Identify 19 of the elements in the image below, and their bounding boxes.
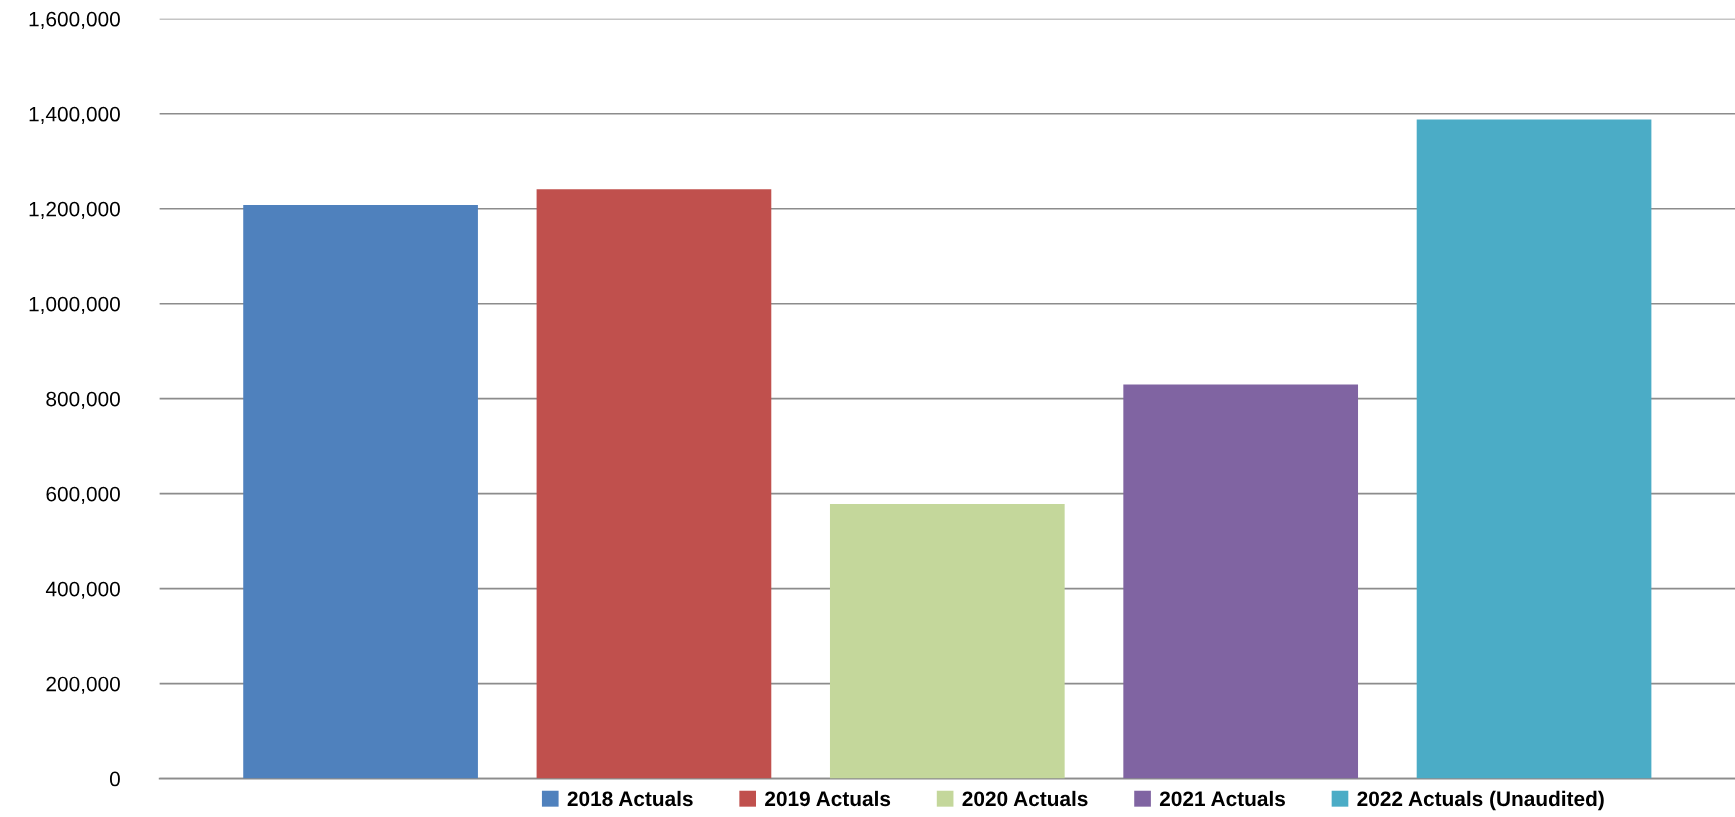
y-tick-label: 1,600,000	[29, 11, 120, 30]
legend-label: 2022 Actuals (Unaudited)	[1357, 790, 1604, 811]
y-tick-label: 600,000	[46, 486, 120, 504]
legend-label: 2018 Actuals	[567, 790, 693, 807]
legend-label: 2021 Actuals	[1159, 790, 1285, 807]
y-tick-label: 1,400,000	[29, 106, 120, 124]
y-tick-label: 800,000	[46, 391, 120, 409]
legend-label: 2020 Actuals	[962, 790, 1088, 807]
legend-label: 2019 Actuals	[765, 790, 891, 807]
y-tick-label: 1,000,000	[29, 296, 120, 314]
bar	[829, 504, 1065, 779]
y-tick-label: 0	[109, 771, 120, 787]
y-tick-label: 200,000	[46, 676, 120, 694]
bar	[1416, 119, 1652, 779]
bar	[1123, 384, 1359, 779]
bar	[536, 189, 772, 779]
y-tick-label: 400,000	[45, 581, 120, 599]
y-tick-label: 1,200,000	[29, 201, 120, 219]
bar	[243, 204, 478, 779]
